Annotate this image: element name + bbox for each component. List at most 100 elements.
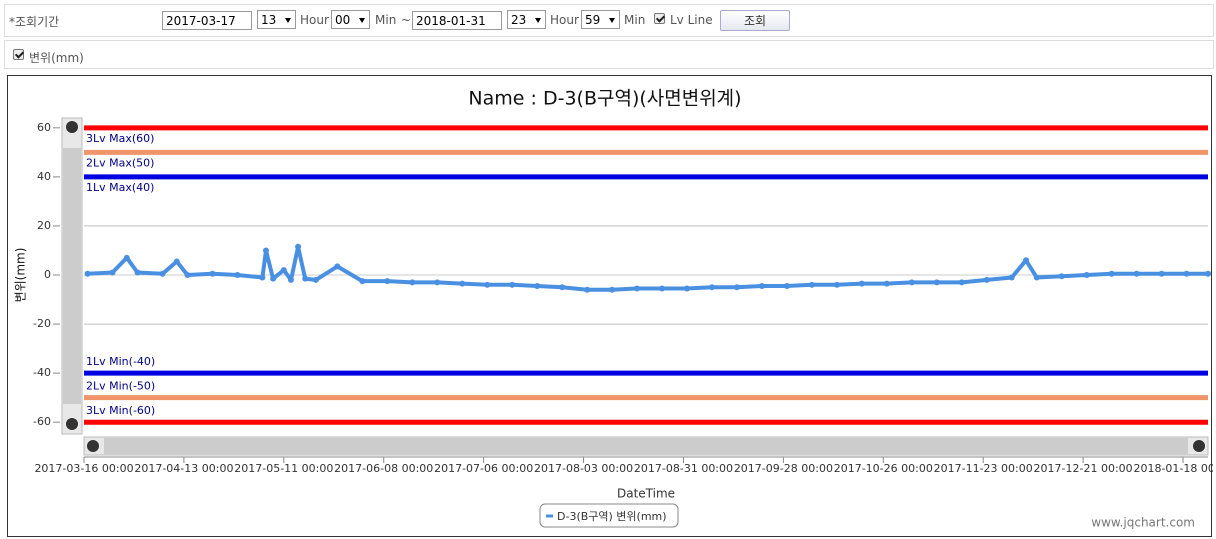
series-line bbox=[87, 244, 1208, 292]
data-point bbox=[295, 243, 302, 250]
data-point bbox=[234, 272, 241, 278]
data-point bbox=[84, 270, 91, 277]
search-button[interactable]: 조회 bbox=[720, 10, 790, 31]
data-point bbox=[1158, 270, 1165, 277]
level-label: 3Lv Max(60) bbox=[86, 132, 154, 145]
data-point bbox=[359, 278, 366, 285]
legend-box bbox=[539, 503, 679, 528]
data-point bbox=[173, 258, 180, 265]
x-scroll-left[interactable] bbox=[87, 440, 99, 452]
x-tick-label: 2018-01-18 00:00 bbox=[1133, 462, 1213, 475]
data-point bbox=[1205, 270, 1211, 277]
displacement-label: 변위(mm) bbox=[29, 51, 84, 65]
data-point bbox=[384, 278, 391, 285]
x-tick-label: 2017-12-21 00:00 bbox=[1034, 462, 1133, 475]
y-tick-label: 60 bbox=[37, 121, 51, 134]
data-point bbox=[134, 269, 141, 276]
y-tick-label: 0 bbox=[44, 268, 51, 281]
search-bar: *조회기간 2017-03-17 13 Hour 00 Min ~ 2018-0… bbox=[4, 4, 1214, 37]
data-point bbox=[312, 276, 319, 283]
x-tick-label: 2017-08-31 00:00 bbox=[634, 462, 733, 475]
data-point bbox=[1183, 270, 1190, 277]
data-point bbox=[634, 285, 641, 292]
watermark: www.jqchart.com bbox=[1091, 516, 1195, 530]
x-tick-label: 2017-10-26 00:00 bbox=[834, 462, 933, 475]
data-point bbox=[783, 283, 790, 290]
end-min[interactable]: 59 bbox=[581, 10, 620, 29]
data-point bbox=[534, 283, 541, 290]
data-point bbox=[1058, 273, 1065, 280]
lv-line-checkbox[interactable] bbox=[654, 13, 665, 24]
start-date[interactable]: 2017-03-17 bbox=[162, 11, 252, 30]
data-point bbox=[584, 286, 591, 293]
data-point bbox=[270, 275, 277, 282]
data-point bbox=[559, 284, 566, 291]
y-tick-label: -40 bbox=[33, 366, 51, 379]
data-point bbox=[434, 279, 441, 286]
level-label: 2Lv Max(50) bbox=[86, 156, 154, 169]
data-point bbox=[459, 280, 466, 287]
end-hour[interactable]: 23 bbox=[507, 10, 546, 29]
x-tick-label: 2017-08-03 00:00 bbox=[534, 462, 633, 475]
data-point bbox=[684, 285, 691, 292]
data-point bbox=[409, 279, 416, 286]
y-axis-label: 변위(mm) bbox=[14, 248, 28, 303]
data-point bbox=[908, 279, 915, 286]
x-tick-label: 2017-04-13 00:00 bbox=[134, 462, 233, 475]
y-scroll-up[interactable] bbox=[66, 121, 78, 133]
data-point bbox=[262, 247, 269, 254]
x-scroll-thumb[interactable] bbox=[104, 438, 1188, 454]
data-point bbox=[280, 267, 287, 274]
data-point bbox=[1133, 270, 1140, 277]
y-scroll-thumb[interactable] bbox=[63, 148, 81, 404]
tilde: ~ bbox=[401, 13, 412, 27]
y-scroll-down[interactable] bbox=[66, 418, 78, 430]
start-hour[interactable]: 13 bbox=[257, 10, 296, 29]
option-bar: 변위(mm) bbox=[4, 40, 1214, 69]
data-point bbox=[159, 270, 166, 277]
data-point bbox=[259, 274, 266, 281]
level-label: 3Lv Min(-60) bbox=[86, 404, 155, 417]
x-tick-label: 2017-07-06 00:00 bbox=[434, 462, 533, 475]
y-tick-label: -20 bbox=[33, 317, 51, 330]
data-point bbox=[123, 254, 130, 261]
data-point bbox=[733, 284, 740, 291]
chart-title: Name : D-3(B구역)(사면변위계) bbox=[468, 88, 741, 110]
data-point bbox=[109, 269, 116, 276]
x-axis-label: DateTime bbox=[617, 487, 675, 501]
legend-label: D-3(B구역) 변위(mm) bbox=[557, 510, 667, 523]
x-tick-label: 2017-09-28 00:00 bbox=[734, 462, 833, 475]
data-point bbox=[858, 280, 865, 287]
min-label: Min bbox=[624, 13, 646, 27]
data-point bbox=[808, 281, 815, 288]
x-tick-label: 2017-11-23 00:00 bbox=[934, 462, 1033, 475]
level-label: 1Lv Max(40) bbox=[86, 181, 154, 194]
data-point bbox=[609, 286, 616, 293]
data-point bbox=[1083, 272, 1090, 278]
data-point bbox=[1008, 274, 1015, 281]
displacement-checkbox[interactable] bbox=[13, 49, 24, 60]
x-tick-label: 2017-06-08 00:00 bbox=[334, 462, 433, 475]
data-point bbox=[302, 275, 309, 282]
period-label: *조회기간 bbox=[9, 15, 60, 29]
data-point bbox=[709, 284, 716, 291]
y-tick-label: 20 bbox=[37, 219, 51, 232]
x-tick-label: 2017-03-16 00:00 bbox=[34, 462, 133, 475]
data-point bbox=[833, 281, 840, 288]
level-label: 1Lv Min(-40) bbox=[86, 355, 155, 368]
end-date[interactable]: 2018-01-31 bbox=[412, 11, 502, 30]
data-point bbox=[983, 276, 990, 283]
min-label: Min bbox=[375, 13, 397, 27]
data-point bbox=[334, 263, 341, 270]
data-point bbox=[1108, 270, 1115, 277]
level-label: 2Lv Min(-50) bbox=[86, 380, 155, 393]
hour-label: Hour bbox=[300, 13, 329, 27]
x-scroll-right[interactable] bbox=[1193, 440, 1205, 452]
data-point bbox=[933, 279, 940, 286]
data-point bbox=[184, 272, 191, 278]
data-point bbox=[958, 279, 965, 286]
start-min[interactable]: 00 bbox=[331, 10, 370, 29]
data-point bbox=[209, 270, 216, 277]
data-point bbox=[484, 281, 491, 288]
